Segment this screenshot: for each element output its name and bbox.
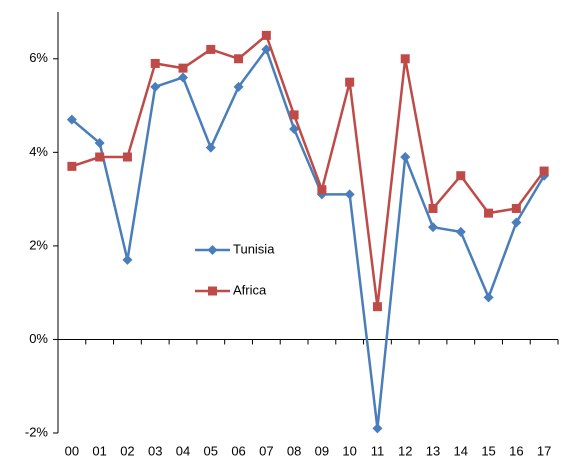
x-tick-label: 15: [481, 443, 495, 458]
data-point: [428, 203, 438, 213]
y-tick-label: -2%: [25, 424, 49, 439]
x-tick-label: 14: [454, 443, 468, 458]
x-tick-label: 11: [371, 443, 385, 458]
x-tick-label: 16: [509, 443, 523, 458]
data-point: [428, 222, 438, 233]
x-tick-label: 04: [176, 443, 190, 458]
x-tick-label: 17: [537, 443, 551, 458]
data-point: [511, 217, 522, 228]
data-point: [484, 208, 494, 218]
x-tick-label: 09: [315, 443, 329, 458]
data-point: [261, 44, 272, 55]
data-point: [66, 114, 77, 125]
data-point: [95, 152, 105, 162]
x-tick-label: 07: [259, 443, 273, 458]
data-point: [400, 54, 410, 64]
data-point: [234, 54, 244, 64]
x-tick-label: 10: [342, 443, 356, 458]
legend-marker: [207, 245, 218, 255]
data-point: [150, 58, 160, 68]
data-point: [289, 123, 300, 134]
data-point: [206, 44, 216, 54]
data-point: [400, 152, 411, 163]
y-tick-label: 2%: [29, 237, 48, 252]
data-point: [344, 189, 355, 200]
data-point: [233, 81, 244, 92]
data-point: [289, 110, 299, 120]
data-point: [261, 30, 271, 40]
legend-label: Tunisia: [233, 241, 275, 256]
data-point: [372, 302, 382, 312]
y-tick-label: 0%: [29, 331, 48, 346]
data-point: [372, 423, 383, 434]
series-line: [71, 33, 546, 307]
y-tick-label: 6%: [29, 50, 48, 65]
data-point: [122, 254, 133, 265]
x-tick-label: 13: [426, 443, 440, 458]
y-tick-label: 4%: [29, 144, 48, 159]
data-point: [94, 137, 105, 148]
x-tick-label: 01: [92, 443, 106, 458]
data-point: [455, 226, 466, 237]
x-tick-label: 08: [287, 443, 301, 458]
data-point: [511, 203, 521, 213]
x-tick-label: 00: [65, 443, 79, 458]
x-tick-label: 05: [204, 443, 218, 458]
data-point: [178, 72, 188, 83]
data-point: [317, 185, 327, 195]
legend-label: Africa: [233, 282, 267, 297]
data-point: [456, 171, 466, 181]
series-line: [71, 46, 546, 429]
x-tick-label: 06: [231, 443, 245, 458]
data-point: [205, 142, 216, 153]
data-point: [539, 166, 549, 176]
data-point: [178, 63, 188, 73]
data-point: [150, 81, 161, 92]
x-tick-label: 03: [148, 443, 162, 458]
data-point: [483, 292, 494, 303]
legend-marker: [208, 286, 217, 296]
data-point: [345, 77, 355, 87]
x-tick-label: 12: [398, 443, 412, 458]
data-point: [67, 161, 77, 171]
x-tick-label: 02: [120, 443, 134, 458]
data-point: [122, 152, 132, 162]
